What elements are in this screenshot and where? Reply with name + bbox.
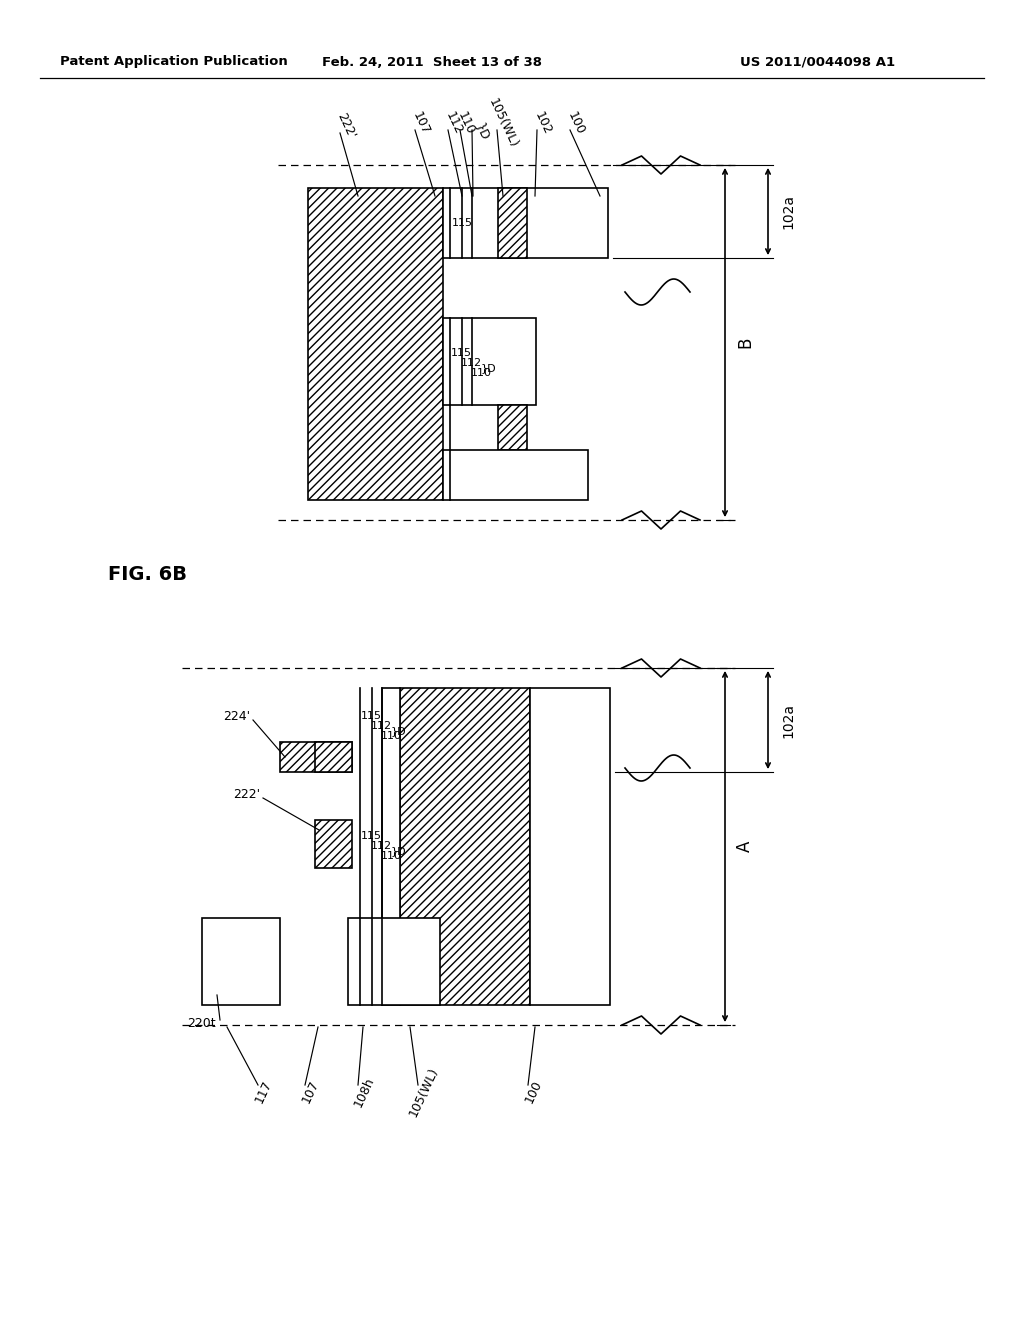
Text: 115: 115	[361, 711, 382, 721]
Text: 112: 112	[371, 721, 392, 731]
Bar	[443, 187, 608, 257]
Bar	[315, 742, 352, 772]
Text: Patent Application Publication: Patent Application Publication	[60, 55, 288, 69]
Text: Feb. 24, 2011  Sheet 13 of 38: Feb. 24, 2011 Sheet 13 of 38	[322, 55, 542, 69]
Text: 110: 110	[455, 110, 477, 137]
Text: 100: 100	[565, 110, 587, 137]
Text: A: A	[736, 841, 754, 853]
Text: 102a: 102a	[781, 702, 795, 738]
Text: 224': 224'	[223, 710, 250, 723]
Text: 112: 112	[371, 841, 392, 851]
Text: 117: 117	[253, 1078, 274, 1105]
Text: 222': 222'	[334, 111, 357, 141]
Text: 102a: 102a	[781, 194, 795, 228]
Bar	[443, 318, 536, 405]
Text: 112: 112	[461, 358, 482, 368]
Text: 115: 115	[451, 348, 472, 358]
Bar	[382, 688, 400, 1005]
Text: }D: }D	[391, 726, 407, 737]
Text: US 2011/0044098 A1: US 2011/0044098 A1	[740, 55, 895, 69]
Text: 115: 115	[452, 218, 473, 228]
Text: 110: 110	[381, 851, 402, 861]
Bar	[280, 742, 352, 772]
Text: 112: 112	[443, 110, 465, 137]
Text: }D: }D	[472, 120, 492, 143]
Text: B: B	[736, 337, 754, 348]
Text: }D: }D	[481, 363, 497, 374]
Bar	[400, 688, 530, 1005]
Bar	[498, 187, 527, 257]
Text: 108h: 108h	[351, 1074, 377, 1109]
Bar	[443, 450, 588, 500]
Text: 102: 102	[532, 110, 554, 137]
Bar	[348, 917, 440, 1005]
Text: 220t: 220t	[187, 1016, 216, 1030]
Bar	[498, 405, 527, 450]
Text: 105(WL): 105(WL)	[485, 96, 520, 150]
Text: 107: 107	[410, 110, 432, 137]
Text: 115: 115	[361, 832, 382, 841]
Text: 110: 110	[471, 368, 492, 378]
Text: 110: 110	[381, 731, 402, 741]
Text: }D: }D	[391, 846, 407, 855]
Bar	[530, 688, 610, 1005]
Bar	[308, 187, 443, 500]
Text: 100: 100	[523, 1078, 545, 1105]
Text: FIG. 6B: FIG. 6B	[109, 565, 187, 585]
Bar	[315, 820, 352, 869]
Text: 222': 222'	[232, 788, 260, 801]
Text: 107: 107	[300, 1078, 322, 1105]
Bar	[202, 917, 280, 1005]
Text: 105(WL): 105(WL)	[407, 1065, 441, 1118]
